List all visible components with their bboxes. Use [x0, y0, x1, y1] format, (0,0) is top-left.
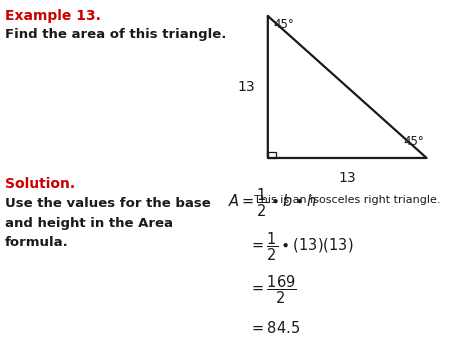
Bar: [268, 152, 276, 158]
Text: This is an isosceles right triangle.: This is an isosceles right triangle.: [254, 195, 440, 205]
Text: 13: 13: [338, 170, 356, 185]
Text: Use the values for the base: Use the values for the base: [5, 197, 210, 210]
Text: $A = \dfrac{1}{2} \bullet b \bullet h$: $A = \dfrac{1}{2} \bullet b \bullet h$: [228, 186, 317, 219]
Text: $= \dfrac{1}{2} \bullet (13)(13)$: $= \dfrac{1}{2} \bullet (13)(13)$: [249, 230, 354, 263]
Text: 45°: 45°: [273, 18, 294, 31]
Text: 13: 13: [237, 80, 255, 94]
Text: 45°: 45°: [403, 135, 424, 148]
Text: Example 13.: Example 13.: [5, 9, 100, 23]
Text: Find the area of this triangle.: Find the area of this triangle.: [5, 28, 226, 42]
Text: $= \dfrac{169}{2}$: $= \dfrac{169}{2}$: [249, 273, 297, 306]
Text: Solution.: Solution.: [5, 178, 75, 191]
Text: $= 84.5$: $= 84.5$: [249, 320, 300, 337]
Text: and height in the Area: and height in the Area: [5, 217, 173, 230]
Text: formula.: formula.: [5, 236, 68, 249]
